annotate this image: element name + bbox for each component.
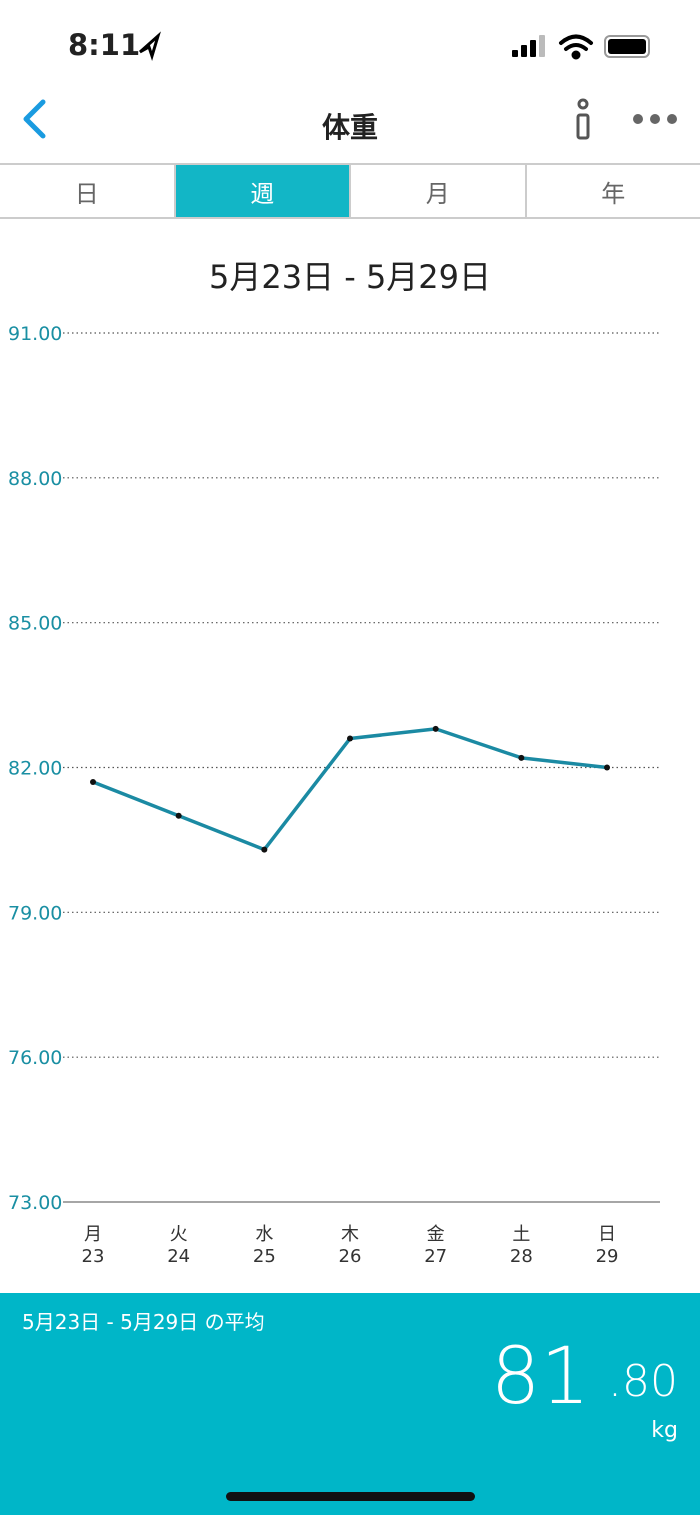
y-tick-label: 79.00: [8, 902, 62, 924]
back-button[interactable]: [23, 99, 46, 139]
x-tick-date: 24: [167, 1246, 190, 1267]
more-button[interactable]: [633, 114, 677, 124]
x-tick-date: 28: [510, 1246, 533, 1267]
info-button[interactable]: [576, 98, 590, 140]
data-point: [90, 778, 96, 785]
x-tick-weekday: 水: [255, 1224, 273, 1245]
summary-integer: 81: [490, 1332, 590, 1422]
battery-level: [608, 39, 646, 54]
battery-icon: [604, 35, 650, 58]
summary-unit: kg: [651, 1418, 678, 1443]
data-point: [432, 725, 439, 732]
tab[interactable]: 月: [351, 165, 527, 217]
status-time: 8:11: [68, 28, 141, 62]
x-tick-date: 23: [82, 1246, 105, 1267]
data-point: [347, 735, 354, 742]
signal-icon: [512, 35, 545, 57]
data-point: [175, 812, 182, 819]
x-tick-weekday: 金: [427, 1224, 445, 1245]
summary-decimal: .80: [608, 1356, 678, 1407]
line-series: [92, 727, 608, 852]
x-tick-date: 25: [253, 1246, 276, 1267]
chrome-icons: [23, 31, 677, 140]
wifi-icon: [559, 34, 593, 60]
tab[interactable]: 年: [601, 179, 626, 208]
x-tick-weekday: 火: [170, 1224, 188, 1245]
x-tick-date: 26: [339, 1246, 362, 1267]
y-tick-label: 91.00: [8, 323, 62, 345]
chart: 73.0076.0079.0082.0085.0088.0091.00月23火2…: [8, 323, 660, 1267]
chart-title: 5月23日 - 5月29日: [208, 258, 492, 296]
x-tick-weekday: 日: [598, 1224, 616, 1245]
x-tick-date: 29: [596, 1246, 619, 1267]
x-tick-weekday: 木: [341, 1224, 359, 1245]
y-tick-label: 82.00: [8, 758, 62, 780]
x-tick-weekday: 土: [512, 1224, 530, 1245]
nav-title: 体重: [321, 111, 378, 144]
tab-bar: 日週月 年: [0, 163, 700, 219]
data-point: [261, 846, 268, 853]
summary-label: 5月23日 - 5月29日 の平均: [22, 1310, 265, 1334]
home-indicator: [226, 1492, 475, 1501]
location-icon: [139, 31, 161, 61]
tab[interactable]: 週: [175, 165, 351, 217]
data-point: [518, 754, 525, 761]
x-tick-date: 27: [424, 1246, 447, 1267]
data-point: [604, 764, 611, 771]
y-tick-label: 73.00: [8, 1192, 62, 1214]
y-tick-label: 88.00: [8, 468, 62, 490]
y-tick-label: 85.00: [8, 613, 62, 635]
y-tick-label: 76.00: [8, 1047, 62, 1069]
x-tick-weekday: 月: [84, 1224, 102, 1245]
summary-panel: [0, 1293, 700, 1515]
tab[interactable]: 日: [0, 165, 176, 217]
